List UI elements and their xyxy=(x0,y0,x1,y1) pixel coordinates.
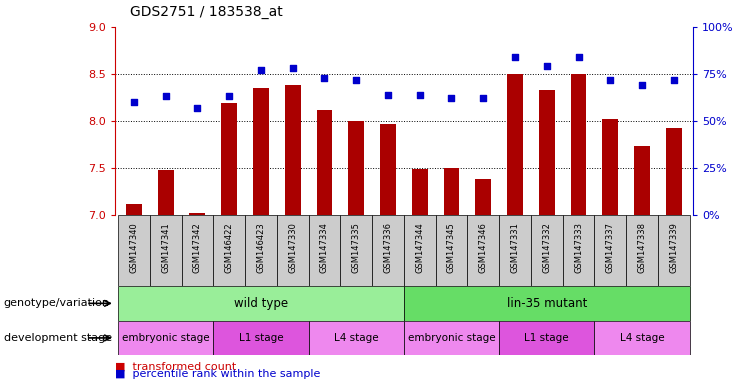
Bar xyxy=(150,215,182,286)
Bar xyxy=(118,215,150,286)
Point xyxy=(477,95,489,101)
Point xyxy=(128,99,140,105)
Point xyxy=(605,76,617,83)
Bar xyxy=(594,215,626,286)
Point xyxy=(223,93,235,99)
Point xyxy=(287,65,299,71)
Bar xyxy=(404,286,690,321)
Bar xyxy=(158,170,173,215)
Text: GSM147342: GSM147342 xyxy=(193,222,202,273)
Bar xyxy=(404,321,499,355)
Point xyxy=(350,76,362,83)
Bar xyxy=(222,103,237,215)
Bar xyxy=(308,215,340,286)
Text: L4 stage: L4 stage xyxy=(619,333,665,343)
Bar xyxy=(539,90,555,215)
Point xyxy=(668,76,679,83)
Bar xyxy=(253,88,269,215)
Text: wild type: wild type xyxy=(234,297,288,310)
Bar xyxy=(316,110,333,215)
Bar xyxy=(213,321,308,355)
Text: L1 stage: L1 stage xyxy=(239,333,283,343)
Text: GSM147337: GSM147337 xyxy=(605,222,615,273)
Bar xyxy=(507,74,523,215)
Text: development stage: development stage xyxy=(4,333,112,343)
Bar xyxy=(285,85,301,215)
Bar xyxy=(340,215,372,286)
Bar xyxy=(571,74,586,215)
Bar xyxy=(348,121,364,215)
Text: GSM147333: GSM147333 xyxy=(574,222,583,273)
Text: ■  percentile rank within the sample: ■ percentile rank within the sample xyxy=(115,369,320,379)
Bar xyxy=(182,215,213,286)
Bar xyxy=(626,215,658,286)
Bar xyxy=(562,215,594,286)
Bar xyxy=(118,321,213,355)
Text: lin-35 mutant: lin-35 mutant xyxy=(507,297,587,310)
Text: L1 stage: L1 stage xyxy=(525,333,569,343)
Bar xyxy=(372,215,404,286)
Bar xyxy=(666,127,682,215)
Bar xyxy=(475,179,491,215)
Bar xyxy=(118,286,404,321)
Point xyxy=(160,93,172,99)
Bar xyxy=(190,213,205,215)
Point xyxy=(191,105,203,111)
Point xyxy=(509,54,521,60)
Text: GSM147331: GSM147331 xyxy=(511,222,519,273)
Bar xyxy=(245,215,277,286)
Point xyxy=(541,63,553,70)
Bar xyxy=(658,215,690,286)
Text: GSM147340: GSM147340 xyxy=(130,222,139,273)
Point xyxy=(413,91,425,98)
Text: GSM147345: GSM147345 xyxy=(447,222,456,273)
Point xyxy=(573,54,585,60)
Bar xyxy=(634,146,650,215)
Text: GDS2751 / 183538_at: GDS2751 / 183538_at xyxy=(130,5,282,19)
Text: GSM147330: GSM147330 xyxy=(288,222,297,273)
Text: L4 stage: L4 stage xyxy=(334,333,379,343)
Text: genotype/variation: genotype/variation xyxy=(4,298,110,308)
Bar xyxy=(404,215,436,286)
Point xyxy=(636,82,648,88)
Point xyxy=(255,67,267,73)
Bar xyxy=(444,168,459,215)
Bar xyxy=(499,321,594,355)
Bar xyxy=(308,321,404,355)
Text: GSM147335: GSM147335 xyxy=(352,222,361,273)
Text: GSM147346: GSM147346 xyxy=(479,222,488,273)
Bar xyxy=(412,169,428,215)
Text: GSM147336: GSM147336 xyxy=(383,222,393,273)
Text: embryonic stage: embryonic stage xyxy=(122,333,210,343)
Text: GSM147339: GSM147339 xyxy=(669,222,678,273)
Bar xyxy=(213,215,245,286)
Bar xyxy=(531,215,562,286)
Text: ■  transformed count: ■ transformed count xyxy=(115,362,236,372)
Text: embryonic stage: embryonic stage xyxy=(408,333,495,343)
Bar xyxy=(277,215,308,286)
Bar xyxy=(126,204,142,215)
Bar xyxy=(499,215,531,286)
Text: GSM147332: GSM147332 xyxy=(542,222,551,273)
Text: GSM146423: GSM146423 xyxy=(256,222,265,273)
Point xyxy=(445,95,457,101)
Bar xyxy=(436,215,468,286)
Point xyxy=(319,74,330,81)
Text: GSM147338: GSM147338 xyxy=(637,222,647,273)
Text: GSM146422: GSM146422 xyxy=(225,222,233,273)
Text: GSM147334: GSM147334 xyxy=(320,222,329,273)
Bar xyxy=(602,119,618,215)
Text: GSM147344: GSM147344 xyxy=(415,222,425,273)
Bar xyxy=(380,124,396,215)
Bar xyxy=(468,215,499,286)
Point xyxy=(382,91,394,98)
Text: GSM147341: GSM147341 xyxy=(161,222,170,273)
Bar xyxy=(594,321,690,355)
